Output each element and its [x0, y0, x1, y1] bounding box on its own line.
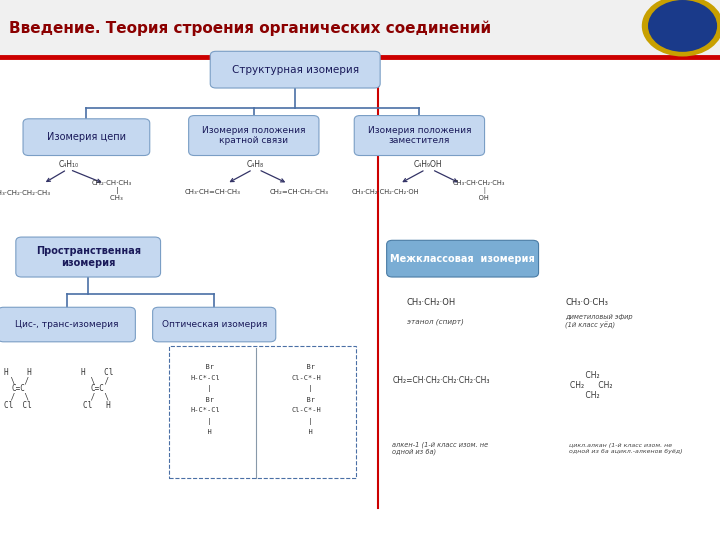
Text: Cl-C*-H: Cl-C*-H [291, 375, 321, 381]
Text: Введение. Теория строения органических соединений: Введение. Теория строения органических с… [9, 21, 492, 36]
Text: H    H: H H [4, 368, 32, 377]
Text: /  \: / \ [86, 393, 109, 401]
FancyBboxPatch shape [16, 237, 161, 277]
Text: |: | [199, 418, 212, 424]
Text: Изомерия положения
заместителя: Изомерия положения заместителя [368, 126, 471, 145]
Text: CH₂: CH₂ [576, 371, 600, 380]
Text: Структурная изомерия: Структурная изомерия [232, 65, 359, 75]
FancyBboxPatch shape [387, 240, 539, 277]
Text: Изомерия цепи: Изомерия цепи [47, 132, 126, 142]
Text: CH₃·CH₂·OH: CH₃·CH₂·OH [407, 298, 456, 307]
Text: CH₃·O·CH₃: CH₃·O·CH₃ [565, 298, 608, 307]
Text: C₄H₈: C₄H₈ [247, 160, 264, 169]
FancyBboxPatch shape [0, 307, 135, 342]
Text: цикл.алкан (1-й класс изом. не
одной из 6а ацикл.-алкенов 6уёд): цикл.алкан (1-й класс изом. не одной из … [569, 443, 683, 454]
Bar [0, 0, 720, 57]
Text: Br: Br [297, 364, 315, 370]
Text: /  \: / \ [6, 393, 30, 401]
Text: H-C*-Cl: H-C*-Cl [190, 407, 220, 414]
Text: Br: Br [197, 396, 214, 403]
Text: CH₃·CH=CH·CH₃: CH₃·CH=CH·CH₃ [184, 188, 240, 195]
FancyBboxPatch shape [354, 116, 485, 156]
Text: CH₂=CH·CH₂·CH₂·CH₂·CH₃: CH₂=CH·CH₂·CH₂·CH₂·CH₃ [392, 376, 490, 385]
FancyBboxPatch shape [153, 307, 276, 342]
Text: Br: Br [297, 396, 315, 403]
Text: CH₂=CH·CH₂·CH₃: CH₂=CH·CH₂·CH₃ [269, 188, 328, 195]
FancyBboxPatch shape [189, 116, 319, 156]
Text: C=C: C=C [11, 384, 25, 393]
Text: Цис-, транс-изомерия: Цис-, транс-изомерия [15, 320, 118, 329]
Text: CH₃·CH₂·CH₂·CH₃: CH₃·CH₂·CH₂·CH₃ [0, 190, 50, 196]
Text: Оптическая изомерия: Оптическая изомерия [161, 320, 267, 329]
Text: |: | [300, 386, 312, 392]
FancyBboxPatch shape [210, 51, 380, 88]
Text: Cl-C*-H: Cl-C*-H [291, 407, 321, 414]
FancyBboxPatch shape [23, 119, 150, 156]
Circle shape [642, 0, 720, 57]
Text: C=C: C=C [90, 384, 104, 393]
Text: Межклассовая  изомерия: Межклассовая изомерия [390, 254, 535, 264]
Circle shape [648, 0, 717, 52]
Text: |: | [199, 386, 212, 392]
Text: Изомерия положения
кратной связи: Изомерия положения кратной связи [202, 126, 305, 145]
Text: алкен-1 (1-й класс изом. не
одной из 6а): алкен-1 (1-й класс изом. не одной из 6а) [392, 441, 489, 455]
Text: этанол (спирт): этанол (спирт) [407, 318, 464, 325]
Text: CH₃·CH·CH₂·CH₃
      |
     OH: CH₃·CH·CH₂·CH₃ | OH [453, 180, 505, 200]
Text: CH₂·CH·CH₃
     |
    CH₃: CH₂·CH·CH₃ | CH₃ [91, 180, 132, 200]
Text: Cl   H: Cl H [84, 401, 111, 409]
Text: H    Cl: H Cl [81, 368, 113, 377]
Text: H: H [199, 429, 212, 435]
Text: \  /: \ / [6, 376, 30, 385]
Text: CH₃·CH₂·CH₂·CH₂·OH: CH₃·CH₂·CH₂·CH₂·OH [351, 189, 419, 195]
Text: |: | [300, 418, 312, 424]
Text: диметиловый эфир
(1й класс уёд): диметиловый эфир (1й класс уёд) [565, 314, 633, 328]
Bar [169, 346, 356, 478]
Text: H-C*-Cl: H-C*-Cl [190, 375, 220, 381]
Text: H: H [300, 429, 312, 435]
Text: C₄H₁₀: C₄H₁₀ [58, 160, 78, 169]
Text: \  /: \ / [86, 376, 109, 385]
Text: CH₂: CH₂ [576, 392, 600, 400]
Text: C₄H₉OH: C₄H₉OH [414, 160, 443, 169]
Text: Br: Br [197, 364, 214, 370]
Text: Cl  Cl: Cl Cl [4, 401, 32, 409]
Text: Пространственная
изомерия: Пространственная изомерия [36, 246, 140, 268]
Text: CH₂      CH₂: CH₂ CH₂ [570, 381, 613, 390]
